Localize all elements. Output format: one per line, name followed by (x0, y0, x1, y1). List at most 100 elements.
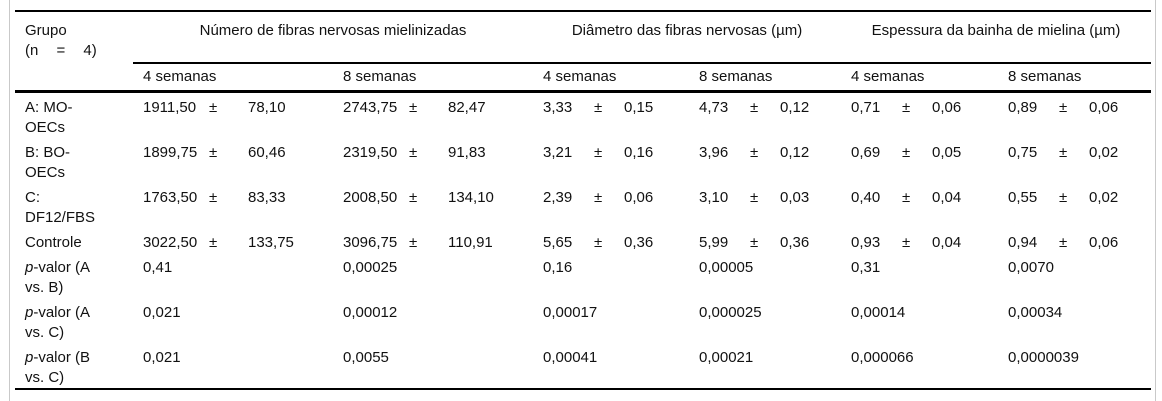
pvalue-cell: 0,16 (533, 253, 689, 298)
plus-minus: ± (594, 98, 603, 116)
pvalue-cell: 0,0000039 (998, 343, 1151, 389)
value-cell: 1911,50 ±78,10 (133, 91, 333, 138)
value-cell: 2743,75 ±82,47 (333, 91, 533, 138)
subheader-diametro-4sem: 4 semanas (533, 63, 690, 93)
p-value: 0,00012 (343, 304, 398, 321)
value-cell: 0,71 ±0,06 (841, 91, 998, 138)
value-cell: 0,94 ±0,06 (998, 228, 1151, 253)
sd-value: 0,03 (780, 189, 810, 206)
mean-value: 1911,50 (143, 98, 197, 116)
row-label: p-valor (A vs. B) (15, 253, 133, 298)
mean-value: 3,21 (543, 144, 573, 161)
sd-value: 78,10 (248, 98, 286, 116)
plus-minus: ± (594, 234, 603, 251)
mean-value: 2743,75 (343, 98, 398, 116)
group-header-row: Grupo (n = 4) Número de fibras nervosas … (15, 11, 1152, 93)
mean-value: 2008,50 (343, 189, 398, 206)
value-cell: 1899,75 ±60,46 (133, 138, 333, 183)
mean-value: 3,33 (543, 98, 573, 116)
sd-value: 0,02 (1089, 144, 1119, 161)
plus-minus: ± (902, 189, 911, 206)
mean-value: 0,89 (1008, 98, 1038, 116)
plus-minus: ± (409, 234, 418, 251)
plus-minus: ± (1059, 234, 1068, 251)
plus-minus: ± (750, 98, 759, 116)
table-frame: Grupo (n = 4) Número de fibras nervosas … (9, 0, 1156, 401)
table-row-group-a: A: MO-OECs 1911,50 ±78,10 2743,75 ±82,47 3… (15, 91, 1151, 138)
grupo-header-cell: Grupo (n = 4) (15, 11, 133, 93)
p-label-rest: -valor (A vs. B) (25, 259, 90, 296)
table-row-controle: Controle 3022,50 ±133,75 3096,75 ±110,91 5… (15, 228, 1151, 253)
plus-minus: ± (594, 144, 603, 161)
pvalue-cell: 0,021 (133, 343, 333, 389)
value-cell: 0,69 ±0,05 (841, 138, 998, 183)
p-value: 0,000066 (851, 349, 914, 366)
sd-value: 0,04 (932, 189, 962, 206)
subheader-numero-4sem: 4 semanas (133, 63, 333, 93)
plus-minus: ± (902, 98, 911, 116)
mean-value: 0,94 (1008, 234, 1038, 251)
plus-minus: ± (409, 98, 418, 116)
pvalue-cell: 0,000025 (689, 298, 841, 343)
pvalue-cell: 0,41 (133, 253, 333, 298)
row-label: B: BO-OECs (25, 144, 71, 181)
value-cell: 3,21 ±0,16 (533, 138, 689, 183)
pvalue-cell: 0,00017 (533, 298, 689, 343)
pvalue-cell: 0,00012 (333, 298, 533, 343)
plus-minus: ± (902, 234, 911, 251)
sd-value: 0,06 (1089, 234, 1119, 251)
mean-value: 3,10 (699, 189, 729, 206)
p-value: 0,16 (543, 259, 573, 276)
plus-minus: ± (594, 189, 603, 206)
pvalue-cell: 0,00041 (533, 343, 689, 389)
pvalue-cell: 0,0055 (333, 343, 533, 389)
sd-value: 133,75 (248, 234, 294, 251)
subheader-espessura-8sem: 8 semanas (998, 63, 1152, 93)
value-cell: 5,65 ±0,36 (533, 228, 689, 253)
p-value: 0,00005 (699, 259, 754, 276)
mean-value: 0,69 (851, 144, 881, 161)
grupo-n-label: (n = 4) (25, 42, 97, 59)
pvalue-cell: 0,00005 (689, 253, 841, 298)
group-header-diametro: Diâmetro das fibras nervosas (µm) (533, 11, 842, 64)
plus-minus: ± (209, 144, 218, 161)
plus-minus: ± (409, 189, 418, 206)
p-value: 0,00021 (699, 349, 754, 366)
plus-minus: ± (209, 189, 218, 206)
p-value: 0,0070 (1008, 259, 1054, 276)
p-symbol: p (25, 259, 34, 276)
value-cell: 0,55 ±0,02 (998, 183, 1151, 228)
sd-value: 0,12 (780, 98, 810, 116)
table-row-group-c: C: DF12/FBS 1763,50 ±83,33 2008,50 ±134,10… (15, 183, 1151, 228)
plus-minus: ± (209, 98, 218, 116)
sd-value: 0,36 (624, 234, 654, 251)
pvalue-cell: 0,021 (133, 298, 333, 343)
table-row-pvalue-a-vs-c: p-valor (A vs. C) 0,021 0,00012 0,00017 … (15, 298, 1151, 343)
table-row-pvalue-a-vs-b: p-valor (A vs. B) 0,41 0,00025 0,16 0,00… (15, 253, 1151, 298)
plus-minus: ± (750, 234, 759, 251)
value-cell: 0,89 ±0,06 (998, 91, 1151, 138)
mean-value: 2,39 (543, 189, 573, 206)
subheader-row: 4 semanas 8 semanas 4 semanas 8 semanas … (15, 63, 1152, 93)
value-cell: 0,93 ±0,04 (841, 228, 998, 253)
p-value: 0,021 (143, 304, 181, 321)
mean-value: 0,71 (851, 98, 881, 116)
row-label: Controle (25, 234, 82, 251)
mean-value: 3022,50 (143, 234, 198, 251)
value-cell: 1763,50 ±83,33 (133, 183, 333, 228)
p-symbol: p (25, 304, 34, 321)
plus-minus: ± (1059, 189, 1068, 206)
mean-value: 4,73 (699, 98, 729, 116)
pvalue-cell: 0,000066 (841, 343, 998, 389)
plus-minus: ± (409, 144, 418, 161)
mean-value: 0,93 (851, 234, 881, 251)
subheader-diametro-8sem: 8 semanas (689, 63, 842, 93)
grupo-label: Grupo (25, 22, 67, 39)
p-value: 0,00025 (343, 259, 398, 276)
p-value: 0,0055 (343, 349, 389, 366)
pvalue-cell: 0,00034 (998, 298, 1151, 343)
mean-value: 0,75 (1008, 144, 1038, 161)
sd-value: 0,16 (624, 144, 654, 161)
sd-value: 0,36 (780, 234, 810, 251)
mean-value: 2319,50 (343, 144, 398, 161)
